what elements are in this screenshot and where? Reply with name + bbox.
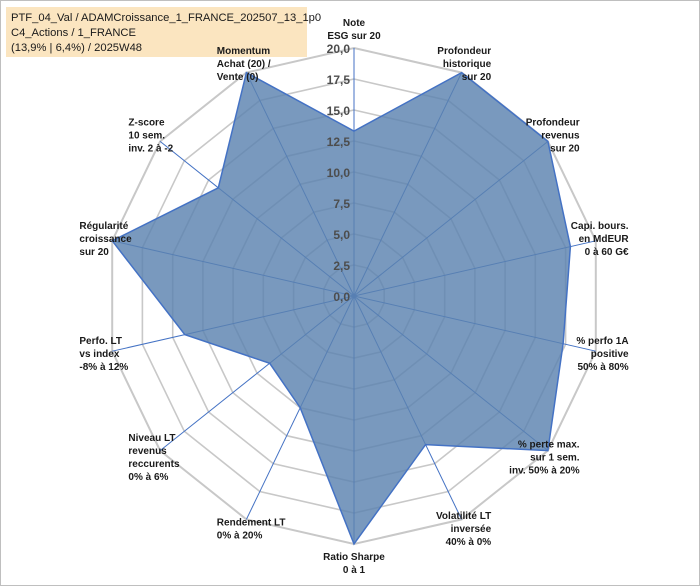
axis-label-1: Note ESG sur 20 xyxy=(327,18,381,42)
tick-label: 15,0 xyxy=(327,104,351,118)
axis-label-13: Z-score 10 sem. inv. 2 à -2 xyxy=(128,118,173,155)
axis-label-2: Profondeur historique sur 20 xyxy=(437,46,491,83)
axis-label-10: Niveau LT revenus reccurents 0% à 6% xyxy=(128,433,180,483)
axis-label-9: Rendement LT 0% à 20% xyxy=(217,517,286,541)
series-area xyxy=(111,71,572,546)
radar-series xyxy=(111,71,572,546)
axis-label-4: Capi. bours. en MdEUR 0 à 60 G€ xyxy=(571,221,630,258)
radar-axis-labels: Note ESG sur 20 Profondeur historique sur 20… xyxy=(79,18,629,576)
axis-label-3: Profondeur revenus sur 20 xyxy=(526,118,580,155)
tick-label: 12,5 xyxy=(327,135,351,149)
axis-label-5: % perfo 1A positive 50% à 80% xyxy=(576,336,629,373)
portfolio-info-line-3: (13,9% | 6,4%) / 2025W48 xyxy=(11,42,143,54)
tick-label: 5,0 xyxy=(333,228,350,242)
axis-label-11: Perfo. LT vs index -8% à 12% xyxy=(79,336,128,373)
axis-label-8: Ratio Sharpe 0 à 1 xyxy=(323,552,385,576)
tick-label: 10,0 xyxy=(327,166,351,180)
radar-tick-labels: 0,0 2,5 5,0 7,5 10,0 12,5 15,0 17,5 20,0 xyxy=(327,42,351,304)
axis-label-12: Régularité croissance sur 20 xyxy=(79,221,132,258)
axis-label-6: % perte max. sur 1 sem. inv. 50% à 20% xyxy=(509,439,580,476)
portfolio-info-line-1: PTF_04_Val / ADAMCroissance_1_FRANCE_202… xyxy=(11,12,322,24)
tick-label: 17,5 xyxy=(327,73,351,87)
portfolio-info-box: PTF_04_Val / ADAMCroissance_1_FRANCE_202… xyxy=(6,7,322,57)
portfolio-info-line-2: C4_Actions / 1_FRANCE xyxy=(11,27,136,39)
tick-label: 2,5 xyxy=(333,259,350,273)
axis-label-14: Momentum Achat (20) / Vente (0) xyxy=(217,46,271,83)
tick-label: 20,0 xyxy=(327,42,351,56)
tick-label: 0,0 xyxy=(333,290,350,304)
axis-label-7: Volatilité LT inversée 40% à 0% xyxy=(436,511,492,548)
tick-label: 7,5 xyxy=(333,197,350,211)
